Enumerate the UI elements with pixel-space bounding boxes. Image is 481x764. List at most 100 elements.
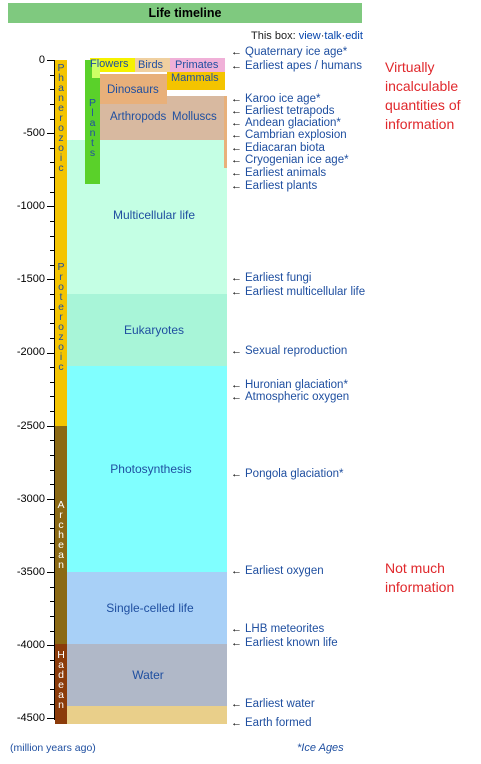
- event-label: ← Atmospheric oxygen: [231, 391, 349, 404]
- event-text: Quaternary ice age*: [245, 46, 348, 58]
- eon-hadean-bar: [55, 644, 67, 724]
- arrow-left-icon: ←: [231, 105, 242, 117]
- vertical-letter: e: [58, 539, 64, 551]
- arrow-left-icon: ←: [231, 717, 242, 729]
- photosynthesis-band: [67, 366, 227, 572]
- minor-tick: [50, 308, 54, 310]
- view-link[interactable]: view: [298, 30, 321, 42]
- vertical-letter: o: [58, 122, 64, 134]
- arrow-left-icon: ←: [231, 46, 242, 58]
- minor-tick: [50, 689, 54, 691]
- vertical-letter: c: [58, 519, 64, 531]
- vertical-letter: z: [58, 132, 64, 144]
- water-band: [67, 644, 227, 706]
- vertical-letter: r: [59, 112, 63, 124]
- arrow-left-icon: ←: [231, 286, 242, 298]
- minor-tick: [50, 147, 54, 149]
- event-text: Pongola glaciation*: [245, 468, 344, 480]
- major-tick: [47, 133, 54, 135]
- minor-tick: [50, 586, 54, 588]
- major-tick: [47, 718, 54, 720]
- water-label: Water: [132, 668, 164, 682]
- minor-tick: [50, 235, 54, 237]
- vertical-letter: r: [59, 271, 63, 283]
- arrow-left-icon: ←: [231, 345, 242, 357]
- vertical-letter: e: [58, 301, 64, 313]
- mammals-label: Mammals: [171, 72, 219, 84]
- minor-tick: [50, 162, 54, 164]
- event-text: Karoo ice age*: [245, 93, 321, 105]
- minor-tick: [50, 294, 54, 296]
- talk-link[interactable]: talk: [324, 30, 342, 42]
- arrow-left-icon: ←: [231, 142, 242, 154]
- earth-formed-band: [67, 706, 227, 724]
- event-text: Huronian glaciation*: [245, 379, 348, 391]
- vertical-letter: a: [58, 82, 64, 94]
- event-text: LHB meteorites: [245, 623, 325, 635]
- event-text: Sexual reproduction: [245, 345, 348, 357]
- minor-tick: [50, 323, 54, 325]
- vertical-letter: n: [89, 127, 96, 139]
- arthropods-label: Arthropods: [110, 111, 167, 123]
- event-label: ← Earliest fungi: [231, 272, 311, 285]
- event-label: ← Ediacaran biota: [231, 142, 325, 155]
- eon-phanerozoic-bar: [55, 60, 67, 142]
- event-text: Earliest animals: [245, 167, 327, 179]
- minor-tick: [50, 411, 54, 413]
- major-tick: [47, 498, 54, 500]
- vertical-letter: o: [58, 142, 64, 154]
- event-label: ← Earth formed: [231, 717, 311, 730]
- event-text: Andean glaciation*: [245, 117, 341, 129]
- vertical-letter: t: [59, 291, 63, 303]
- vertical-letter: A: [57, 499, 65, 511]
- minor-tick: [50, 264, 54, 266]
- link-separator: ·: [320, 30, 325, 42]
- event-text: Earliest water: [245, 698, 315, 710]
- vertical-letter: e: [58, 102, 64, 114]
- minor-tick: [50, 367, 54, 369]
- edit-link[interactable]: edit: [345, 30, 363, 42]
- event-text: Earth formed: [245, 717, 312, 729]
- minor-tick: [50, 103, 54, 105]
- event-text: Earliest apes / humans: [245, 60, 362, 72]
- major-tick: [47, 60, 54, 61]
- vertical-letter: n: [58, 92, 64, 104]
- minor-tick: [50, 337, 54, 339]
- photosynthesis-label: Photosynthesis: [110, 462, 192, 476]
- ice-ages-note: *Ice Ages: [297, 742, 344, 754]
- vertical-letter: d: [58, 669, 64, 681]
- eukaryotes-band: [67, 294, 227, 366]
- tick-label: -4500: [16, 712, 45, 724]
- vertical-letter: h: [58, 72, 64, 84]
- event-label: ← Earliest tetrapods: [231, 105, 335, 118]
- dinosaurs-label: Dinosaurs: [107, 84, 159, 96]
- minor-tick: [50, 381, 54, 383]
- minor-tick: [50, 191, 54, 193]
- minor-tick: [50, 455, 54, 456]
- vertical-letter: i: [59, 152, 63, 164]
- link-separator: ·: [341, 30, 346, 42]
- event-text: Cryogenian ice age*: [245, 154, 349, 166]
- mammals-block: [167, 68, 225, 90]
- eon-archean-bar: [55, 426, 67, 644]
- arrow-left-icon: ←: [231, 129, 242, 141]
- event-label: ← Cambrian explosion: [231, 129, 347, 142]
- event-label: ← Pongola glaciation*: [231, 468, 343, 481]
- vertical-letter: P: [57, 62, 65, 74]
- vertical-letter: a: [58, 659, 64, 671]
- event-label: ← Huronian glaciation*: [231, 379, 348, 392]
- major-tick: [47, 206, 54, 208]
- axis-line: [54, 60, 55, 720]
- minor-tick: [50, 601, 54, 603]
- event-text: Cambrian explosion: [245, 129, 347, 141]
- arrow-left-icon: ←: [231, 60, 242, 72]
- vertical-letter: c: [58, 162, 64, 174]
- arrow-left-icon: ←: [231, 117, 242, 129]
- unit-note: (million years ago): [10, 742, 96, 754]
- tick-label: -3500: [16, 566, 45, 578]
- molluscs-label: Molluscs: [172, 111, 217, 123]
- event-text: Ediacaran biota: [245, 142, 325, 154]
- vertical-letter: n: [58, 559, 64, 571]
